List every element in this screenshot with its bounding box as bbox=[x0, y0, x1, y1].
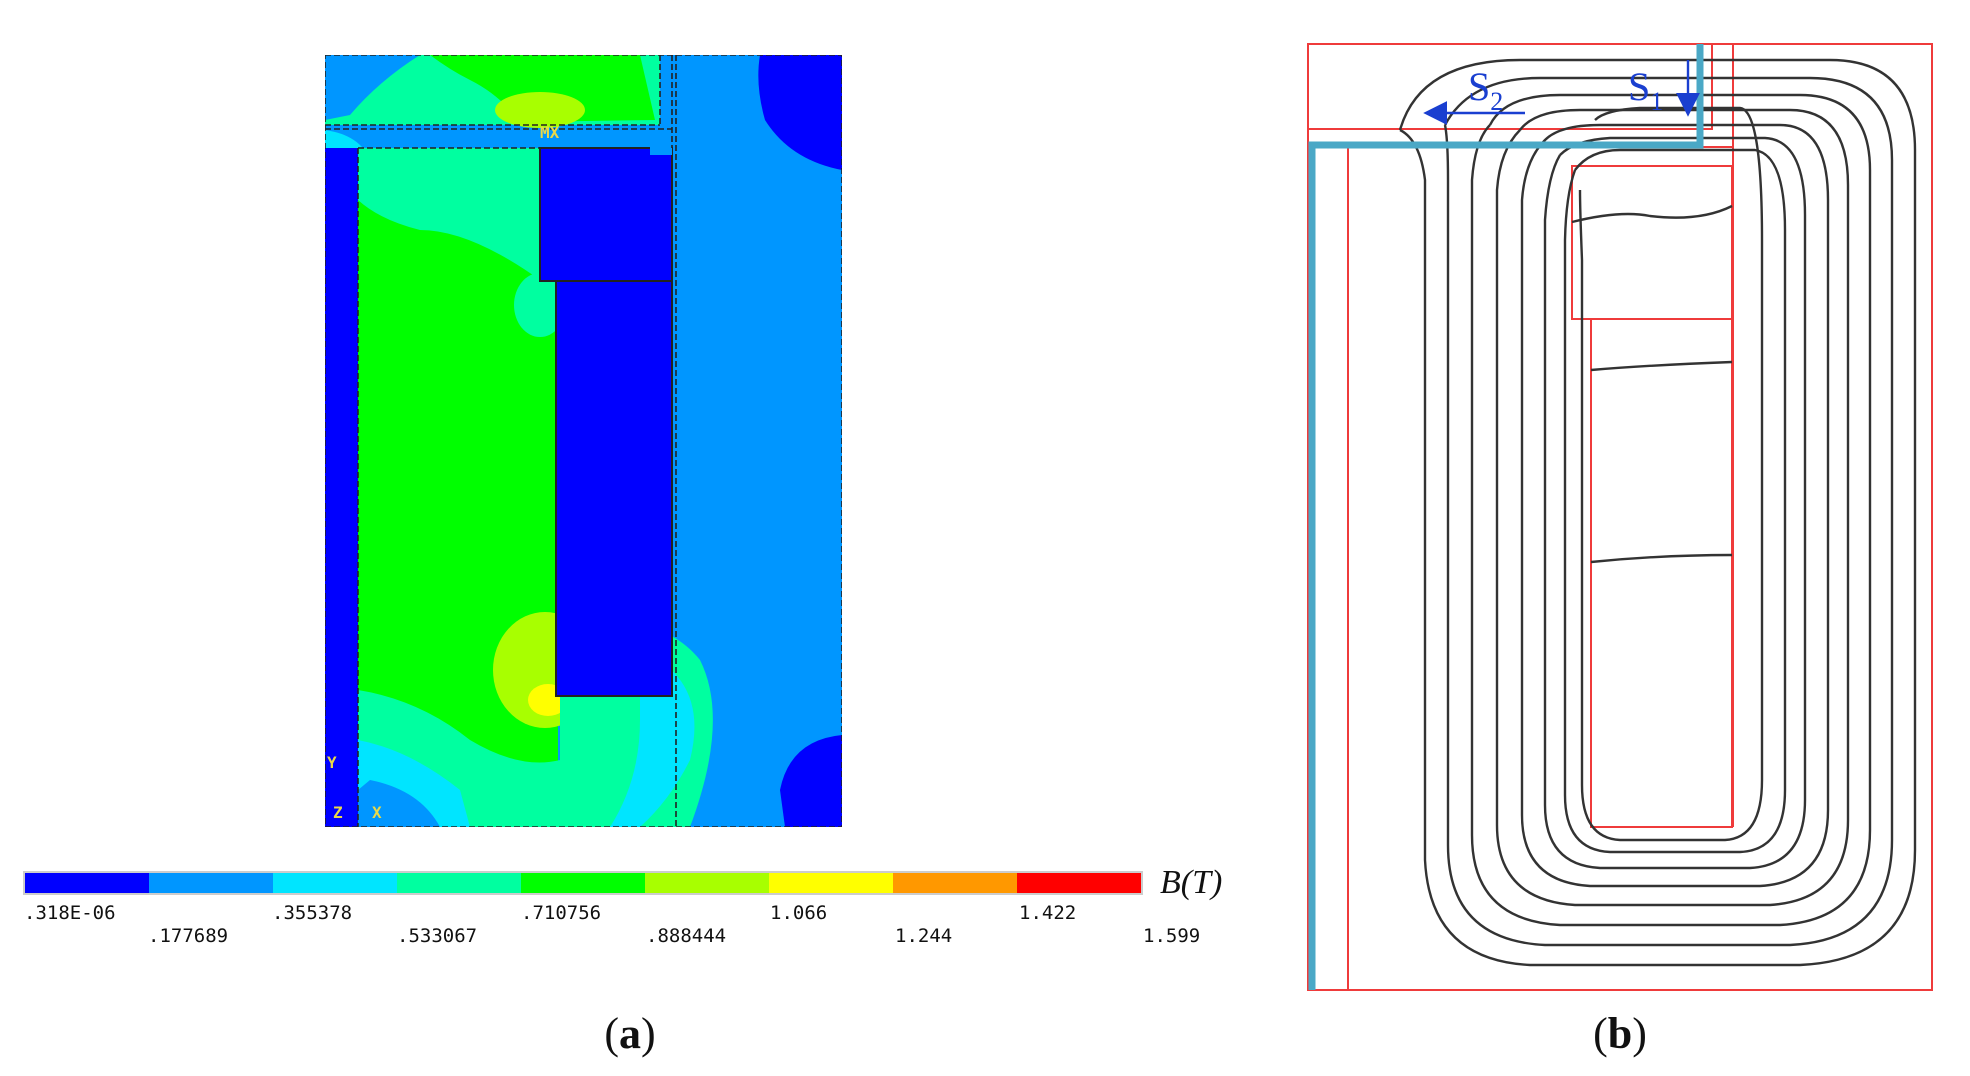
legend-tick: .355378 bbox=[272, 902, 352, 924]
legend-tick: 1.599 bbox=[1143, 925, 1200, 947]
x-axis-marker: X bbox=[372, 803, 382, 822]
right-bottom-low-field bbox=[780, 735, 842, 827]
origin-marker: Z bbox=[333, 803, 343, 822]
panel-a-caption: (a) bbox=[604, 1009, 655, 1058]
legend-band bbox=[25, 873, 149, 893]
left-bar bbox=[325, 148, 358, 827]
legend-tick: 1.422 bbox=[1019, 902, 1076, 924]
core-side-spot bbox=[514, 273, 566, 337]
flux-lines bbox=[1398, 58, 1917, 967]
yoke-low-field bbox=[325, 55, 420, 120]
s1-label: S1 bbox=[1628, 64, 1663, 116]
coil-top-block bbox=[539, 147, 673, 282]
legend-band bbox=[521, 873, 645, 893]
legend-ticks-top: .318E-06 .355378 .710756 1.066 1.422 bbox=[24, 902, 1076, 924]
legend-band bbox=[893, 873, 1017, 893]
panel-b-flux-diagram: S2 S1 bbox=[1307, 43, 1933, 991]
legend-band bbox=[273, 873, 397, 893]
geometry-outlines bbox=[325, 55, 842, 827]
right-top-low-field bbox=[758, 55, 842, 170]
legend-tick: 1.244 bbox=[895, 925, 952, 947]
colour-legend: B(T) .318E-06 .355378 .710756 1.066 1.42… bbox=[23, 864, 1222, 947]
legend-tick: .710756 bbox=[521, 902, 601, 924]
right-upper-band bbox=[680, 55, 770, 140]
legend-band bbox=[1017, 873, 1141, 893]
legend-tick: .888444 bbox=[646, 925, 726, 947]
s2-label: S2 bbox=[1468, 64, 1503, 116]
legend-band bbox=[397, 873, 521, 893]
legend-band bbox=[645, 873, 769, 893]
panel-a-field-plot: MX Y Z X bbox=[325, 55, 842, 827]
y-axis-marker: Y bbox=[327, 753, 337, 772]
legend-band bbox=[149, 873, 273, 893]
yoke-mid-field bbox=[430, 55, 655, 122]
coil-main-block bbox=[555, 280, 673, 697]
core-upper-field bbox=[358, 148, 540, 280]
legend-unit-label: B(T) bbox=[1160, 864, 1222, 901]
lower-band-3 bbox=[358, 780, 440, 827]
legend-tick: .177689 bbox=[148, 925, 228, 947]
coil-gap bbox=[650, 125, 672, 155]
legend-bands bbox=[25, 873, 1141, 893]
max-marker: MX bbox=[540, 123, 560, 142]
legend-tick: 1.066 bbox=[770, 902, 827, 924]
legend-ticks-bottom: .177689 .533067 .888444 1.244 1.599 bbox=[148, 925, 1200, 947]
integration-path bbox=[1308, 44, 1704, 990]
region-outlines bbox=[1307, 43, 1933, 991]
right-lower-band-2 bbox=[610, 650, 695, 827]
yoke-hot-spot bbox=[495, 92, 585, 128]
legend-band bbox=[769, 873, 893, 893]
panel-b-caption: (b) bbox=[1593, 1009, 1647, 1058]
legend-tick: .318E-06 bbox=[24, 902, 116, 924]
legend-tick: .533067 bbox=[397, 925, 477, 947]
